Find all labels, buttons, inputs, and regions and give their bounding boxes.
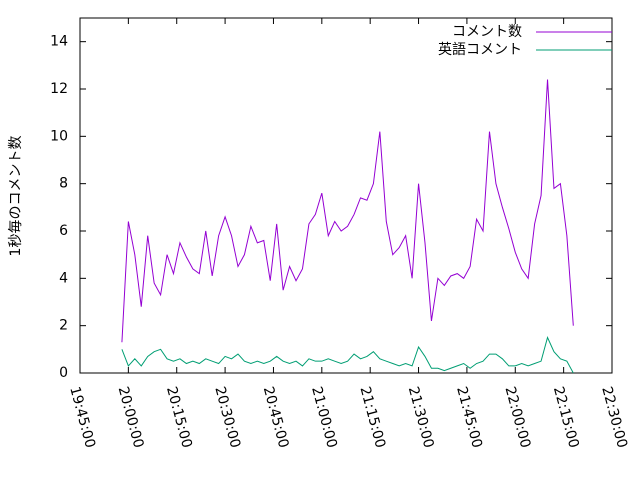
x-tick-label: 22:15:00 xyxy=(550,385,582,450)
x-tick-label: 20:15:00 xyxy=(163,385,195,450)
x-tick-label: 22:00:00 xyxy=(502,385,534,450)
series-line xyxy=(121,336,574,374)
y-tick-label: 6 xyxy=(59,223,68,239)
y-tick-label: 12 xyxy=(50,81,68,97)
x-tick-label: 20:30:00 xyxy=(211,385,243,450)
x-tick-label: 22:30:00 xyxy=(598,385,630,450)
y-tick-label: 10 xyxy=(50,128,68,144)
x-tick-label: 21:30:00 xyxy=(405,385,437,450)
legend-label: 英語コメント xyxy=(438,41,522,58)
y-tick-label: 8 xyxy=(59,176,68,192)
x-tick-label: 19:45:00 xyxy=(66,385,98,450)
x-tick-label: 21:45:00 xyxy=(453,385,485,450)
y-axis-label: 1秒毎のコメント数 xyxy=(8,136,24,257)
y-tick-label: 2 xyxy=(59,318,68,334)
y-tick-label: 14 xyxy=(50,34,68,50)
x-tick-label: 21:00:00 xyxy=(308,385,340,450)
x-tick-label: 20:00:00 xyxy=(115,385,147,450)
plot-border xyxy=(79,17,613,374)
y-tick-label: 0 xyxy=(59,365,68,381)
y-tick-label: 4 xyxy=(59,270,68,286)
legend-label: コメント数 xyxy=(452,24,522,40)
x-tick-label: 21:15:00 xyxy=(356,385,388,450)
series-line xyxy=(121,79,574,343)
x-tick-label: 20:45:00 xyxy=(260,385,292,450)
